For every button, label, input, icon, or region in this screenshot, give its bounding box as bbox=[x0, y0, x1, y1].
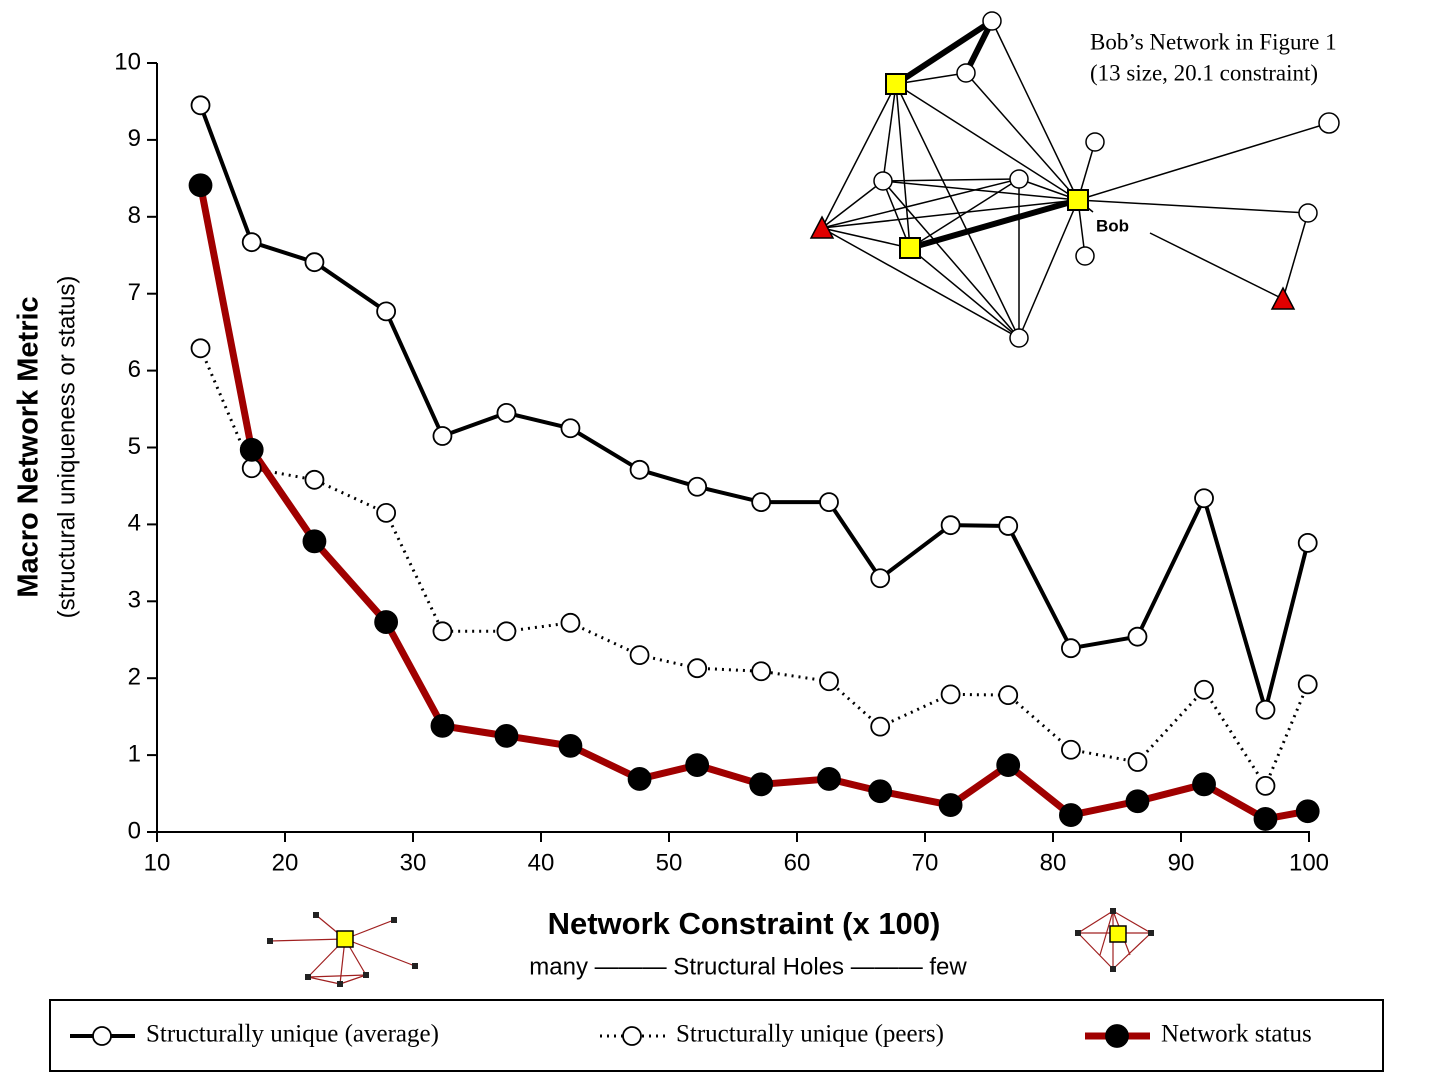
y-tick-label: 2 bbox=[128, 664, 141, 691]
legend-marker bbox=[1106, 1025, 1128, 1047]
point bbox=[871, 718, 889, 736]
point bbox=[999, 686, 1017, 704]
point bbox=[497, 622, 515, 640]
point bbox=[243, 459, 261, 477]
point bbox=[1297, 800, 1319, 822]
point bbox=[997, 754, 1019, 776]
point bbox=[561, 614, 579, 632]
point bbox=[1128, 753, 1146, 771]
series-line bbox=[201, 348, 1308, 786]
point bbox=[688, 478, 706, 496]
x-tick-label: 20 bbox=[272, 849, 299, 876]
point bbox=[433, 622, 451, 640]
node-label: Bob bbox=[1096, 216, 1129, 235]
y-tick-label: 9 bbox=[128, 125, 141, 152]
y-tick-label: 7 bbox=[128, 279, 141, 306]
point bbox=[190, 174, 212, 196]
point bbox=[1062, 639, 1080, 657]
y-tick-label: 10 bbox=[114, 48, 141, 75]
point bbox=[820, 672, 838, 690]
point bbox=[752, 493, 770, 511]
point bbox=[1195, 489, 1213, 507]
point bbox=[305, 253, 323, 271]
x-tick-label: 90 bbox=[1168, 849, 1195, 876]
point bbox=[375, 611, 397, 633]
point bbox=[433, 427, 451, 445]
x-tick-label: 10 bbox=[144, 849, 171, 876]
point bbox=[1060, 804, 1082, 826]
point bbox=[942, 516, 960, 534]
point bbox=[1299, 534, 1317, 552]
point bbox=[1126, 790, 1148, 812]
point bbox=[818, 768, 840, 790]
x-tick-label: 100 bbox=[1289, 849, 1329, 876]
point bbox=[940, 794, 962, 816]
y-tick-label: 3 bbox=[128, 587, 141, 614]
x-axis-subtitle: many ——— Structural Holes ——— few bbox=[529, 953, 967, 980]
x-tick-label: 30 bbox=[400, 849, 427, 876]
point bbox=[688, 659, 706, 677]
y-tick-label: 4 bbox=[128, 510, 141, 537]
legend-label: Structurally unique (average) bbox=[146, 1021, 439, 1048]
x-tick-label: 50 bbox=[656, 849, 683, 876]
point bbox=[1256, 701, 1274, 719]
point bbox=[497, 404, 515, 422]
y-tick-label: 1 bbox=[128, 740, 141, 767]
point bbox=[1193, 773, 1215, 795]
legend-marker bbox=[93, 1027, 111, 1045]
point bbox=[561, 419, 579, 437]
x-axis-title: Network Constraint (x 100) bbox=[548, 906, 941, 941]
point bbox=[303, 530, 325, 552]
y-tick-label: 6 bbox=[128, 356, 141, 383]
y-tick-label: 5 bbox=[128, 433, 141, 460]
icon-closed-network bbox=[1075, 908, 1154, 972]
point bbox=[1299, 675, 1317, 693]
point bbox=[999, 517, 1017, 535]
chart: Bob’s Network in Figure 1 (13 size, 20.1… bbox=[0, 0, 1441, 1078]
point bbox=[192, 339, 210, 357]
series-line bbox=[201, 105, 1308, 709]
point bbox=[871, 569, 889, 587]
point bbox=[305, 471, 323, 489]
x-tick-label: 80 bbox=[1040, 849, 1067, 876]
icon-open-network bbox=[267, 912, 418, 987]
point bbox=[559, 735, 581, 757]
y-tick-label: 8 bbox=[128, 202, 141, 229]
point bbox=[243, 233, 261, 251]
inset-subtitle: (13 size, 20.1 constraint) bbox=[1090, 60, 1318, 85]
point bbox=[750, 773, 772, 795]
point bbox=[629, 768, 651, 790]
point bbox=[686, 754, 708, 776]
y-axis-subtitle: (structural uniqueness or status) bbox=[53, 276, 80, 619]
y-axis-title: Macro Network Metric bbox=[13, 296, 45, 597]
point bbox=[631, 461, 649, 479]
point bbox=[377, 302, 395, 320]
point bbox=[942, 685, 960, 703]
point bbox=[241, 439, 263, 461]
x-tick-label: 40 bbox=[528, 849, 555, 876]
point bbox=[1062, 741, 1080, 759]
point bbox=[869, 780, 891, 802]
legend-marker bbox=[623, 1027, 641, 1045]
point bbox=[431, 715, 453, 737]
point bbox=[820, 493, 838, 511]
y-tick-label: 0 bbox=[128, 817, 141, 844]
point bbox=[495, 725, 517, 747]
point bbox=[1195, 681, 1213, 699]
point bbox=[752, 662, 770, 680]
point bbox=[1256, 777, 1274, 795]
point bbox=[377, 504, 395, 522]
x-tick-label: 60 bbox=[784, 849, 811, 876]
legend-label: Structurally unique (peers) bbox=[676, 1021, 944, 1048]
point bbox=[1128, 628, 1146, 646]
legend-label: Network status bbox=[1161, 1021, 1312, 1048]
inset-title: Bob’s Network in Figure 1 bbox=[1090, 29, 1337, 54]
point bbox=[192, 96, 210, 114]
point bbox=[1254, 808, 1276, 830]
x-tick-label: 70 bbox=[912, 849, 939, 876]
point bbox=[631, 646, 649, 664]
